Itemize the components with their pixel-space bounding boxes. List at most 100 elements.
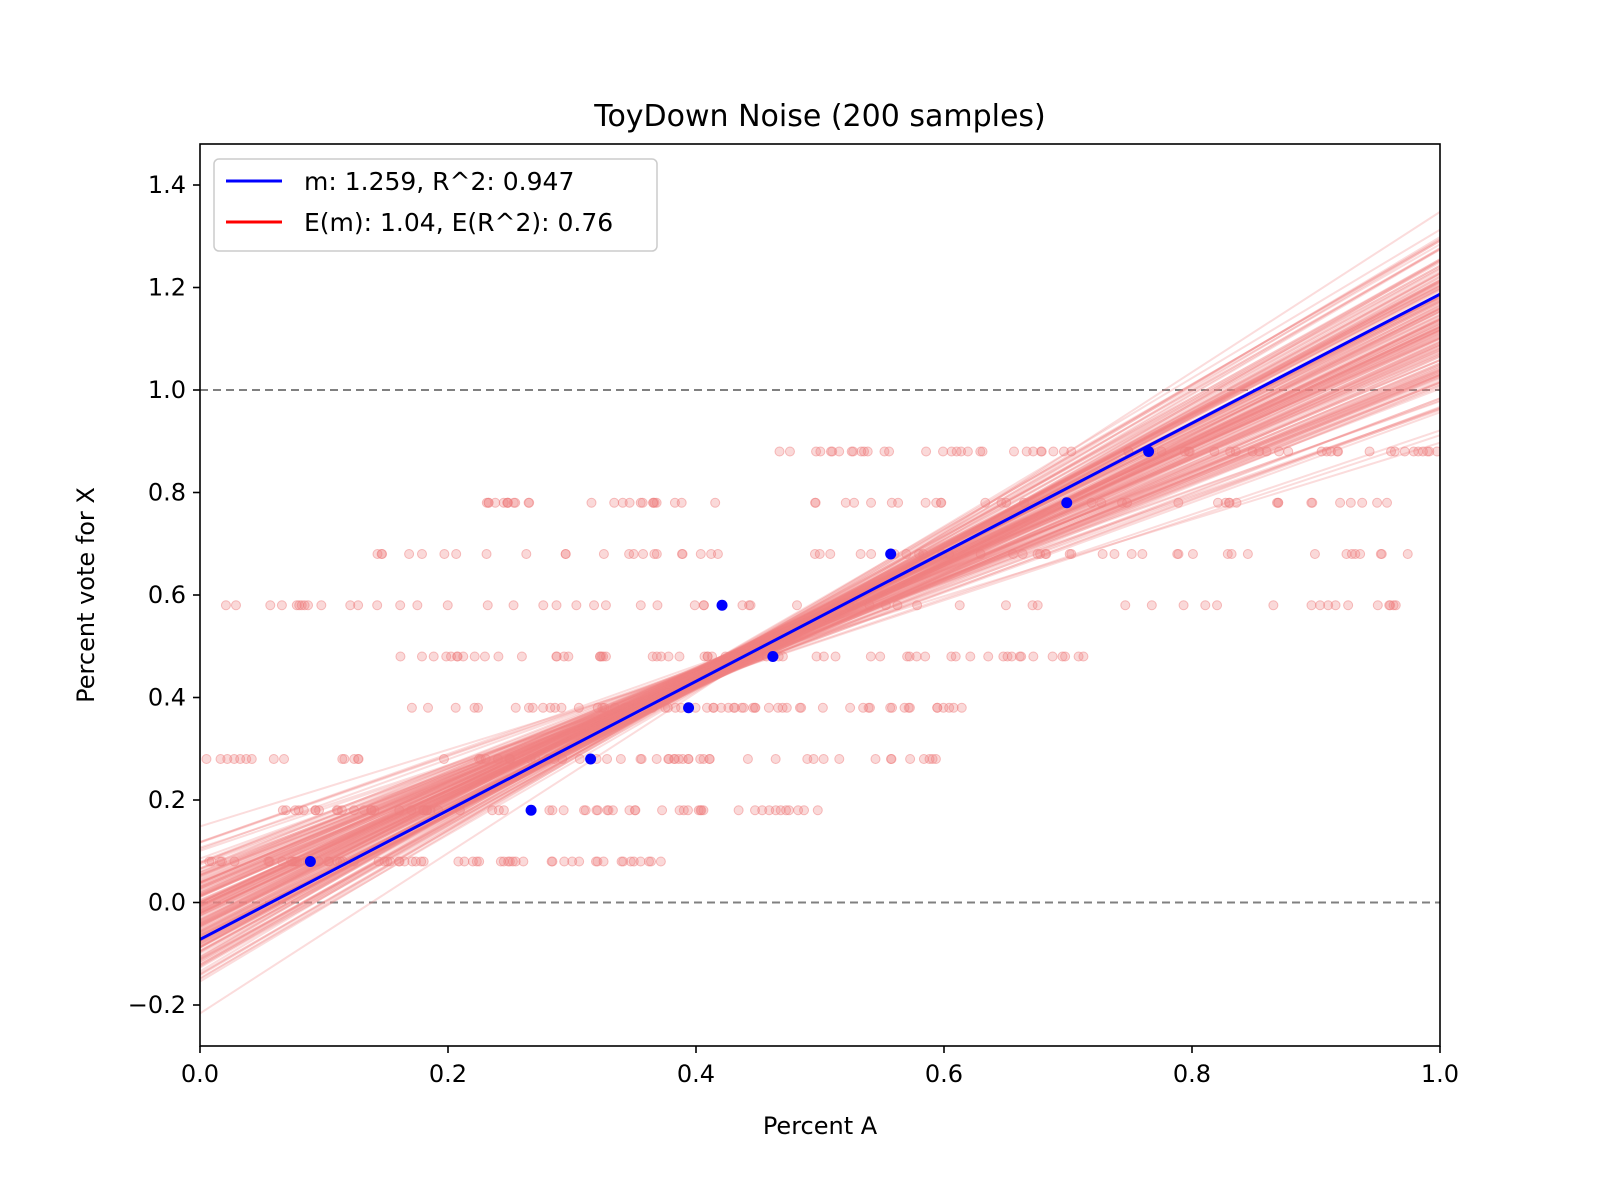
noise-point [651,497,662,508]
y-axis-title: Percent vote for X [72,487,100,703]
noise-point [954,600,965,611]
noise-fit-line [200,285,1440,929]
noise-point [1306,497,1317,508]
noise-point [395,600,406,611]
noise-point [1156,446,1167,457]
noise-fit-line [200,287,1440,927]
noise-fit-line [200,275,1440,955]
x-tick-label: 0.2 [429,1060,467,1088]
noise-fit-line [200,334,1440,917]
x-tick-label: 0.0 [181,1060,219,1088]
noise-fit-line [200,298,1440,926]
noise-point [393,856,404,867]
noise-point [1179,446,1190,457]
noise-fit-line [200,344,1440,893]
noise-fit-line [200,281,1440,933]
noise-point [404,549,415,559]
noise-point [366,805,377,816]
noise-point [669,497,680,508]
noise-point [215,754,226,764]
noise-fit-line [200,371,1440,896]
noise-fit-line [200,411,1440,864]
noise-point [794,702,805,713]
noise-fit-line [200,337,1440,890]
noise-point [557,754,568,764]
noise-fit-line [200,429,1440,852]
noise-point [215,856,226,867]
noise-point [1357,497,1368,508]
noise-fit-line [200,308,1440,940]
noise-point [660,702,671,713]
noise-fit-line [200,288,1440,929]
noise-point [1375,549,1386,559]
noise-fit-line [200,280,1440,960]
noise-point [1200,600,1211,611]
noise-fit-line [200,369,1440,873]
noise-fit-line [200,307,1440,943]
noise-fit-line [200,375,1440,888]
noise-fit-line [200,304,1440,924]
data-point [304,856,316,867]
noise-point [706,549,717,559]
noise-point [825,446,836,457]
noise-point [1364,446,1375,457]
noise-point [676,497,687,508]
noise-point [648,497,659,508]
noise-point [574,856,585,867]
noise-point [1018,497,1029,508]
noise-fit-line [200,381,1440,874]
data-point [683,702,695,714]
noise-fit-line [200,317,1440,927]
noise-fit-line [200,308,1440,920]
noise-fit-line [200,236,1440,980]
noise-point [547,805,558,816]
noise-point [638,549,649,559]
noise-point [1309,549,1320,559]
noise-point [573,702,584,713]
noise-point [469,651,480,662]
noise-point [763,702,774,713]
noise-point [1254,446,1265,457]
noise-point [442,600,453,611]
noise-fit-line [200,329,1440,915]
noise-point [1242,549,1253,559]
noise-fit-line [200,280,1440,948]
noise-point [651,651,662,662]
legend-label-expected: E(m): 1.04, E(R^2): 0.76 [304,208,613,237]
noise-point [699,651,710,662]
noise-point [276,600,287,611]
noise-point [598,549,609,559]
noise-point [757,805,768,816]
noise-fit-line [200,374,1440,883]
noise-point [493,754,504,764]
x-axis: 0.0 0.2 0.4 0.6 0.8 1.0 [181,1046,1459,1088]
noise-point [1212,600,1223,611]
noise-point [324,856,335,867]
noise-point [840,497,851,508]
noise-fit-line [200,328,1440,895]
noise-point [951,446,962,457]
noise-point [748,702,759,713]
noise-point [750,805,761,816]
noise-point [395,651,406,662]
noise-point [474,754,485,764]
noise-point [1384,600,1395,611]
noise-point [1184,446,1195,457]
noise-fit-line [200,332,1440,912]
noise-fit-line [200,277,1440,949]
noise-point [1126,549,1137,559]
noise-point [1146,600,1157,611]
noise-point [293,805,304,816]
noise-point [866,497,877,508]
data-point [585,753,597,765]
noise-point [412,600,423,611]
noise-fit-line [200,259,1440,980]
noise-point [1323,600,1334,611]
noise-fit-line [200,379,1440,883]
noise-fit-line [200,320,1440,904]
noise-point [651,754,662,764]
noise-fit-line [200,344,1440,918]
noise-fit-line [200,328,1440,897]
noise-point [1372,600,1383,611]
noise-point [1066,549,1077,559]
